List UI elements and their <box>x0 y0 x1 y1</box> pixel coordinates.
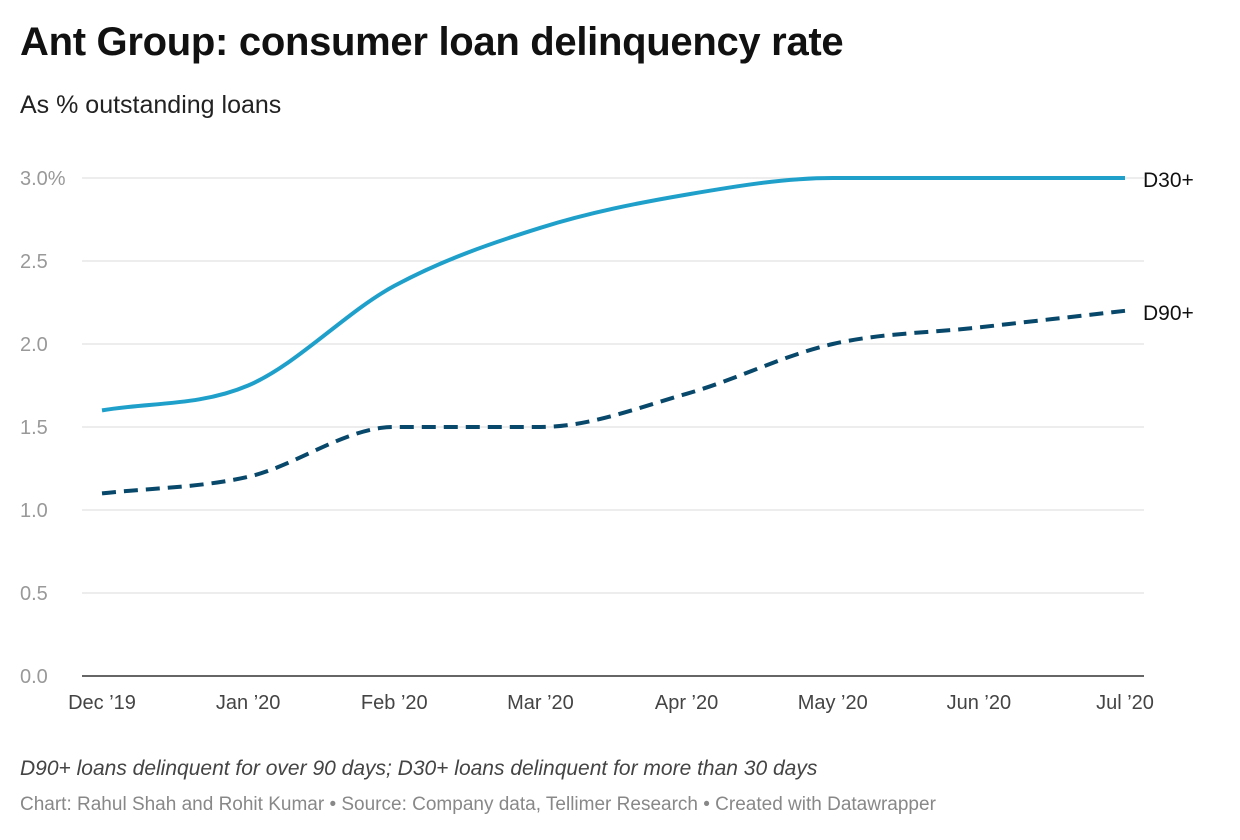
series-label: D90+ <box>1143 302 1194 325</box>
series-label: D30+ <box>1143 169 1194 192</box>
y-axis-ticks: 0.0 0.5 1.0 1.5 2.0 2.5 3.0% <box>20 168 66 688</box>
x-tick-label: May ’20 <box>798 692 868 714</box>
x-tick-label: Jul ’20 <box>1096 692 1154 714</box>
chart-credit: Chart: Rahul Shah and Rohit Kumar • Sour… <box>20 794 936 815</box>
y-tick-label: 1.5 <box>20 417 48 439</box>
chart-note: D90+ loans delinquent for over 90 days; … <box>20 757 818 780</box>
series-line-d90 <box>101 308 1126 496</box>
y-tick-label: 0.5 <box>20 583 48 605</box>
chart-title: Ant Group: consumer loan delinquency rat… <box>20 20 844 64</box>
series-line-d30 <box>101 175 1125 413</box>
x-tick-label: Dec ’19 <box>68 692 136 714</box>
x-axis-ticks: Dec ’19 Jan ’20 Feb ’20 Mar ’20 Apr ’20 May ’… <box>68 692 1154 714</box>
x-tick-label: Apr ’20 <box>655 692 718 714</box>
x-tick-label: Feb ’20 <box>361 692 428 714</box>
y-tick-label: 1.0 <box>20 500 48 522</box>
series-labels: D30+ D90+ <box>1143 169 1194 325</box>
x-tick-label: Jun ’20 <box>947 692 1012 714</box>
y-tick-label: 2.0 <box>20 334 48 356</box>
x-tick-label: Jan ’20 <box>216 692 281 714</box>
series-lines <box>101 175 1126 496</box>
y-tick-label: 0.0 <box>20 666 48 688</box>
x-tick-label: Mar ’20 <box>507 692 574 714</box>
gridlines <box>82 177 1144 677</box>
y-tick-label: 2.5 <box>20 251 48 273</box>
y-tick-label: 3.0% <box>20 168 66 190</box>
line-chart: 0.0 0.5 1.0 1.5 2.0 2.5 3.0% Dec ’19 Jan ’20 Feb… <box>20 168 1194 714</box>
chart-subtitle: As % outstanding loans <box>20 91 282 119</box>
